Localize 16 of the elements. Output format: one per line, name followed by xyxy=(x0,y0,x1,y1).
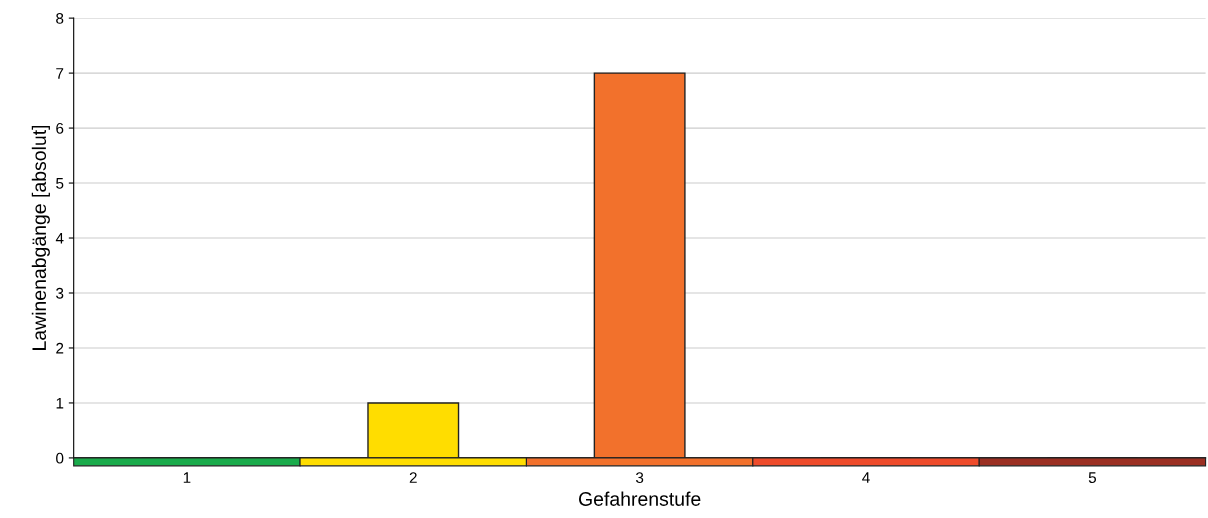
y-tick-label: 7 xyxy=(56,68,64,79)
x-tick-label: 3 xyxy=(635,472,644,484)
y-tick-label: 3 xyxy=(56,287,64,299)
x-axis-title: Gefahrenstufe xyxy=(579,491,701,506)
y-axis-title: Lawinenabgänge [absolut] xyxy=(31,125,50,350)
x-tick-label: 1 xyxy=(183,472,191,483)
y-tick-label: 1 xyxy=(56,397,64,409)
x-tick-label: 4 xyxy=(862,472,870,483)
y-tick-label: 8 xyxy=(56,13,64,24)
y-tick-label: 5 xyxy=(56,178,64,189)
y-tick-label: 2 xyxy=(56,342,64,354)
x-tick-label: 5 xyxy=(1088,472,1096,484)
y-tick-label: 4 xyxy=(55,233,64,244)
y-tick-label: 6 xyxy=(56,122,64,134)
y-tick-label: 0 xyxy=(56,452,64,464)
x-tick-label: 2 xyxy=(409,472,417,483)
